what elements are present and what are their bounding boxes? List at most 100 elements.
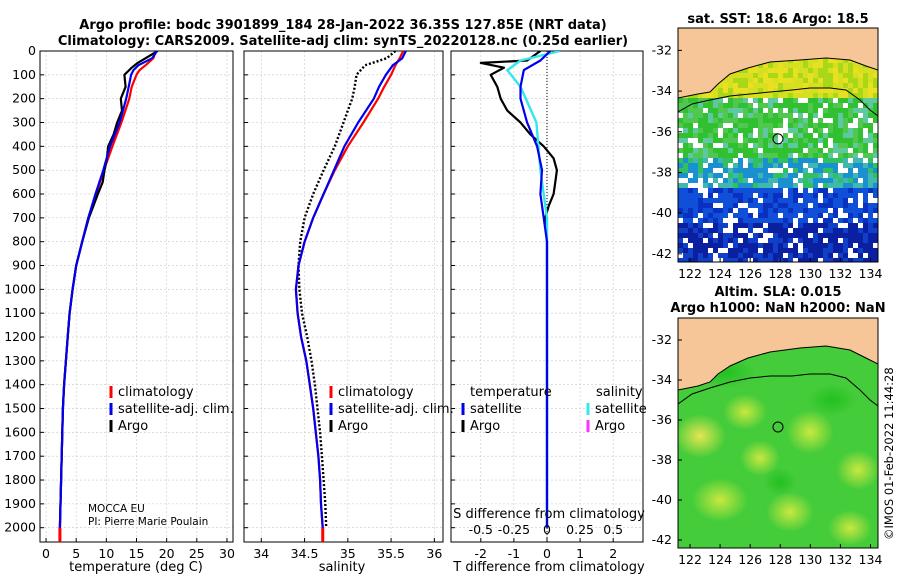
- sst-cell: [768, 108, 773, 113]
- sst-cell: [788, 258, 793, 262]
- sst-cell: [843, 143, 848, 148]
- sst-cell: [808, 218, 813, 223]
- sst-cell: [768, 193, 773, 198]
- y-tick-label: 1400: [4, 377, 36, 392]
- sst-cell: [848, 178, 853, 183]
- sst-cell: [768, 178, 773, 183]
- sst-cell: [803, 228, 808, 233]
- sst-cell: [823, 163, 828, 168]
- sst-cell: [818, 153, 823, 158]
- sst-cell: [758, 218, 763, 223]
- sst-cell: [823, 208, 828, 213]
- sst-cell: [838, 83, 843, 88]
- main-title-line1: Argo profile: bodc 3901899_184 28-Jan-20…: [79, 18, 606, 33]
- sst-cell: [828, 213, 833, 218]
- sst-cell: [783, 173, 788, 178]
- sst-cell: [778, 68, 783, 73]
- x-tick-label: 5: [72, 546, 80, 561]
- sst-cell: [733, 243, 738, 248]
- sst-cell: [863, 258, 868, 262]
- sst-cell: [838, 213, 843, 218]
- sst-cell: [853, 108, 858, 113]
- sst-cell: [823, 258, 828, 262]
- sst-cell: [713, 148, 718, 153]
- sst-cell: [723, 208, 728, 213]
- sst-cell: [788, 183, 793, 188]
- sst-cell: [728, 228, 733, 233]
- sst-cell: [808, 228, 813, 233]
- sst-cell: [748, 148, 753, 153]
- sst-cell: [868, 213, 873, 218]
- sst-cell: [693, 248, 698, 253]
- sst-cell: [788, 203, 793, 208]
- sst-cell: [683, 208, 688, 213]
- sst-cell: [868, 118, 873, 123]
- sst-cell: [798, 118, 803, 123]
- sst-cell: [853, 178, 858, 183]
- sst-cell: [723, 238, 728, 243]
- sst-cell: [683, 98, 688, 103]
- sst-cell: [778, 158, 783, 163]
- sst-cell: [778, 83, 783, 88]
- sst-cell: [748, 93, 753, 98]
- sst-cell: [818, 88, 823, 93]
- sst-cell: [783, 163, 788, 168]
- sst-cell: [678, 173, 683, 178]
- sst-cell: [808, 253, 813, 258]
- sst-cell: [688, 128, 693, 133]
- sst-cell: [828, 248, 833, 253]
- sst-cell: [858, 208, 863, 213]
- sst-cell: [823, 158, 828, 163]
- sst-cell: [828, 183, 833, 188]
- sst-cell: [698, 233, 703, 238]
- sst-cell: [868, 103, 873, 108]
- sst-cell: [833, 168, 838, 173]
- sst-cell: [738, 188, 743, 193]
- sst-cell: [803, 183, 808, 188]
- sst-cell: [873, 133, 878, 138]
- sst-cell: [833, 183, 838, 188]
- sst-cell: [773, 238, 778, 243]
- sst-cell: [863, 228, 868, 233]
- sst-cell: [748, 173, 753, 178]
- sst-cell: [748, 243, 753, 248]
- sst-cell: [733, 73, 738, 78]
- sst-cell: [838, 208, 843, 213]
- sst-cell: [788, 173, 793, 178]
- sst-cell: [698, 203, 703, 208]
- sst-cell: [833, 63, 838, 68]
- sst-cell: [753, 148, 758, 153]
- sst-cell: [728, 178, 733, 183]
- sst-cell: [723, 183, 728, 188]
- sst-cell: [738, 168, 743, 173]
- sst-cell: [823, 103, 828, 108]
- sst-cell: [683, 248, 688, 253]
- sst-cell: [843, 228, 848, 233]
- sst-cell: [773, 133, 778, 138]
- sla-map-land: [678, 318, 878, 390]
- sst-cell: [848, 123, 853, 128]
- sst-cell: [828, 223, 833, 228]
- sst-cell: [798, 193, 803, 198]
- sst-cell: [718, 93, 723, 98]
- sst-cell: [873, 188, 878, 193]
- sst-cell: [813, 173, 818, 178]
- temperature-diff-satellite-line: [519, 51, 552, 528]
- sst-cell: [853, 218, 858, 223]
- map-x-tick-label: 124: [708, 552, 732, 567]
- y-tick-label: 800: [12, 234, 36, 249]
- sst-cell: [863, 213, 868, 218]
- sst-cell: [708, 178, 713, 183]
- sst-cell: [833, 83, 838, 88]
- sst-cell: [843, 58, 848, 63]
- sst-cell: [768, 98, 773, 103]
- sst-cell: [753, 233, 758, 238]
- sst-cell: [788, 123, 793, 128]
- sst-cell: [768, 113, 773, 118]
- sst-cell: [773, 218, 778, 223]
- sst-cell: [803, 78, 808, 83]
- sst-cell: [678, 133, 683, 138]
- sst-cell: [778, 88, 783, 93]
- sst-cell: [848, 188, 853, 193]
- sst-cell: [688, 248, 693, 253]
